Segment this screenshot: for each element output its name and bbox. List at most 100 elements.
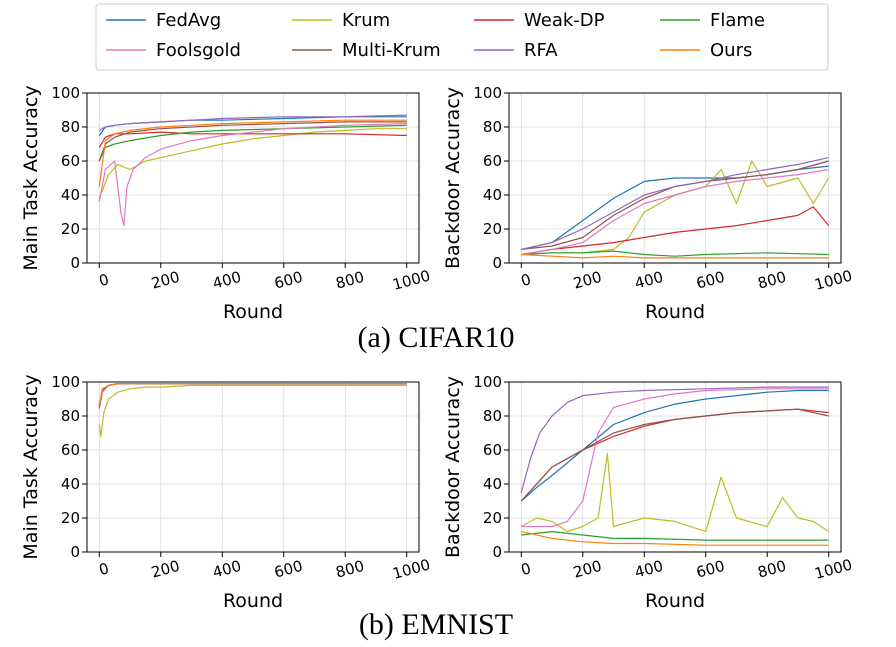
x-tick-label: 1000: [391, 556, 433, 583]
series-line-foolsgold: [521, 388, 829, 528]
x-tick-label: 0: [519, 559, 533, 579]
x-tick-label: 400: [211, 557, 243, 582]
y-tick-label: 40: [483, 186, 502, 204]
y-tick-label: 40: [61, 186, 80, 204]
series-line-ours: [521, 253, 829, 259]
series-line-krum: [98, 384, 407, 437]
legend-entry-multi-krum: Multi-Krum: [292, 40, 441, 61]
y-tick-label: 60: [61, 441, 80, 459]
series-line-krum: [98, 128, 407, 199]
legend-entry-flame: Flame: [660, 10, 765, 31]
series-line-flame: [521, 250, 829, 257]
legend-entry-rfa: RFA: [474, 40, 558, 61]
series-line-multi-krum: [98, 121, 407, 162]
legend-label: FedAvg: [156, 10, 221, 31]
series-line-fedavg: [521, 165, 829, 250]
y-axis-label: Main Task Accuracy: [20, 374, 42, 559]
x-tick-label: 1000: [391, 267, 433, 294]
series-line-krum: [521, 160, 830, 256]
x-tick-label: 0: [97, 559, 111, 579]
axes-frame: [86, 381, 420, 553]
y-tick-label: 0: [492, 254, 502, 272]
x-axis-label: Round: [223, 590, 283, 612]
y-tick-label: 60: [483, 441, 502, 459]
x-tick-label: 0: [519, 270, 533, 290]
legend-entry-fedavg: FedAvg: [106, 10, 221, 31]
x-tick-label: 200: [571, 268, 603, 293]
legend-entry-weak-dp: Weak-DP: [474, 10, 605, 31]
series-line-flame: [521, 530, 829, 541]
y-tick-label: 0: [70, 543, 80, 561]
x-tick-label: 800: [334, 557, 366, 582]
x-tick-label: 600: [272, 268, 304, 293]
y-tick-label: 80: [61, 407, 80, 425]
legend-label: Foolsgold: [156, 40, 241, 61]
y-tick-label: 40: [483, 475, 502, 493]
x-tick-label: 600: [694, 557, 726, 582]
y-tick-label: 40: [61, 475, 80, 493]
y-tick-label: 100: [51, 84, 80, 102]
series-line-multi-krum: [520, 408, 829, 502]
x-tick-label: 800: [756, 557, 788, 582]
y-axis-label: Backdoor Accuracy: [442, 87, 464, 269]
x-tick-label: 200: [149, 268, 181, 293]
legend-label: Multi-Krum: [342, 40, 441, 61]
x-axis-label: Round: [223, 301, 283, 323]
x-tick-label: 1000: [813, 556, 855, 583]
axes-frame: [508, 92, 842, 264]
y-axis-label: Main Task Accuracy: [20, 85, 42, 270]
x-tick-label: 800: [756, 268, 788, 293]
y-tick-label: 20: [483, 509, 502, 527]
x-tick-label: 0: [97, 270, 111, 290]
legend-label: Krum: [342, 10, 390, 31]
series-line-ours: [98, 119, 407, 187]
y-tick-label: 60: [61, 152, 80, 170]
legend-entry-krum: Krum: [292, 10, 390, 31]
legend-entry-foolsgold: Foolsgold: [106, 40, 241, 61]
y-tick-label: 20: [61, 220, 80, 238]
series-line-weak-dp: [520, 408, 829, 502]
axes-frame: [508, 381, 842, 553]
legend-label: Flame: [710, 10, 765, 31]
y-tick-label: 80: [61, 118, 80, 136]
legend-label: Ours: [710, 40, 752, 61]
x-tick-label: 400: [211, 268, 243, 293]
x-axis-label: Round: [645, 301, 705, 323]
caption-cifar10: (a) CIFAR10: [358, 321, 515, 354]
y-tick-label: 20: [483, 220, 502, 238]
x-tick-label: 400: [633, 557, 665, 582]
y-tick-label: 100: [473, 373, 502, 391]
series-line-weak-dp: [98, 131, 407, 148]
series-line-rfa: [99, 114, 407, 131]
y-tick-label: 80: [483, 118, 502, 136]
legend-frame: [95, 3, 829, 71]
legend: FedAvg Krum Weak-DP Flame Foolsgold Multi-Kru…: [95, 3, 829, 71]
x-tick-label: 1000: [813, 267, 855, 294]
axes-frame: [86, 92, 420, 264]
series-line-weak-dp: [521, 206, 830, 256]
series-line-fedavg: [520, 389, 829, 502]
legend-label: RFA: [524, 40, 558, 61]
x-tick-label: 600: [694, 268, 726, 293]
y-tick-label: 0: [70, 254, 80, 272]
caption-emnist: (b) EMNIST: [359, 608, 513, 641]
y-tick-label: 100: [51, 373, 80, 391]
series-line-foolsgold: [521, 168, 829, 256]
y-tick-label: 20: [61, 509, 80, 527]
series-line-foolsgold: [98, 123, 407, 227]
series-line-rfa: [520, 386, 829, 493]
x-tick-label: 600: [272, 557, 304, 582]
y-tick-label: 0: [492, 543, 502, 561]
x-axis-label: Round: [645, 590, 705, 612]
series-line-krum: [521, 452, 830, 533]
x-tick-label: 400: [633, 268, 665, 293]
y-tick-label: 100: [473, 84, 502, 102]
series-line-ours: [98, 383, 407, 406]
x-tick-label: 200: [571, 557, 603, 582]
series-line-ours: [521, 531, 829, 546]
